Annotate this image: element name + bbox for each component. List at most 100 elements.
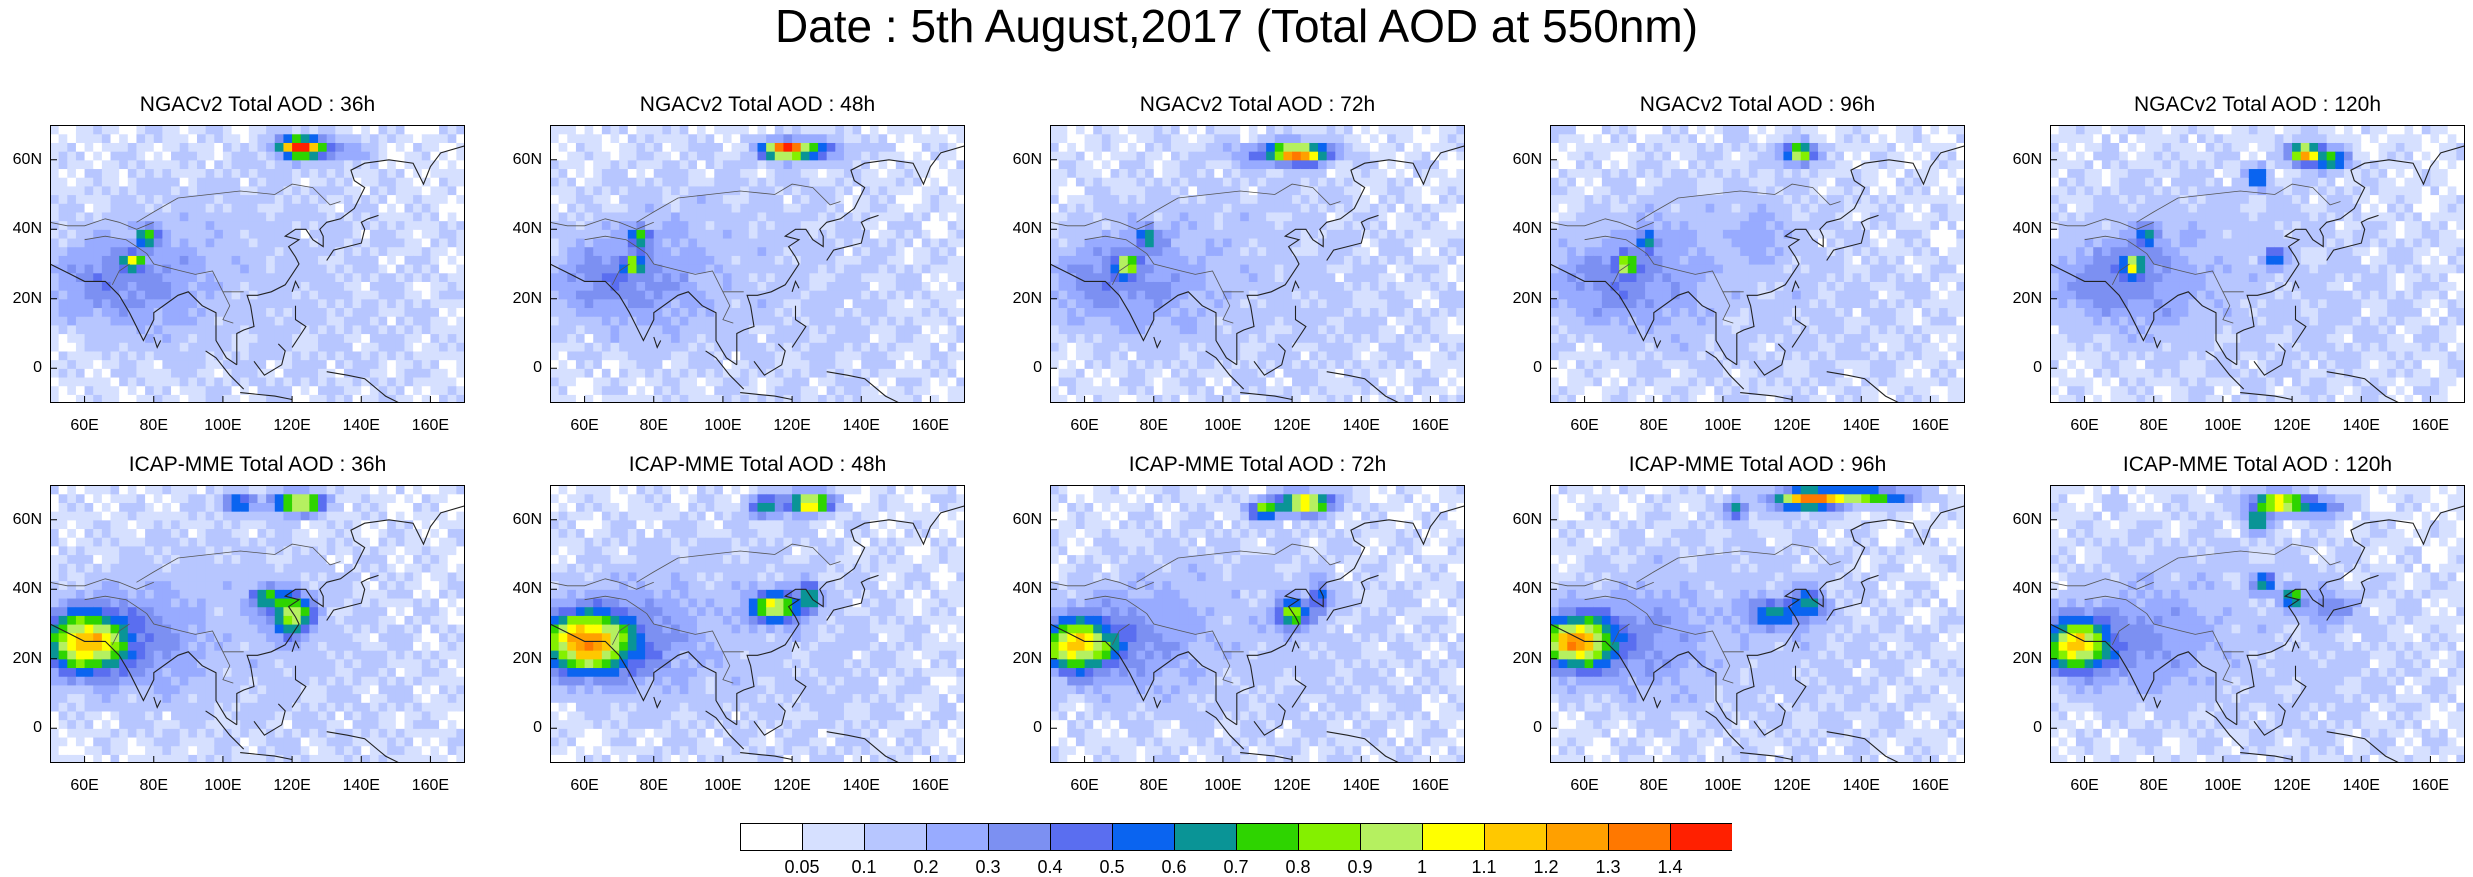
lat-tick-label: 20N <box>502 290 542 308</box>
lon-tick-label: 100E <box>1203 417 1243 435</box>
lat-tick-label: 0 <box>1002 359 1042 377</box>
aod-map <box>50 485 465 763</box>
lon-tick-label: 120E <box>772 417 812 435</box>
lon-tick-label: 60E <box>565 777 605 795</box>
colorbar-swatch <box>741 824 803 851</box>
aod-map <box>2050 125 2465 403</box>
lon-tick-label: 100E <box>203 777 243 795</box>
lat-tick-label: 40N <box>1502 220 1542 238</box>
colorbar-swatch <box>1299 824 1361 851</box>
lat-tick-label: 40N <box>1002 220 1042 238</box>
lat-tick-label: 60N <box>1502 151 1542 169</box>
lon-tick-label: 160E <box>1910 417 1950 435</box>
lat-tick-label: 20N <box>1502 650 1542 668</box>
lat-tick-label: 60N <box>2002 151 2042 169</box>
panel-title: NGACv2 Total AOD : 120h <box>2050 93 2465 117</box>
lon-tick-label: 120E <box>1272 777 1312 795</box>
lon-tick-label: 120E <box>1772 777 1812 795</box>
lon-tick-label: 160E <box>910 417 950 435</box>
lat-tick-label: 60N <box>1002 511 1042 529</box>
lon-tick-label: 120E <box>1772 417 1812 435</box>
colorbar-swatch <box>1237 824 1299 851</box>
lon-tick-label: 80E <box>634 777 674 795</box>
panel-title: ICAP-MME Total AOD : 96h <box>1550 453 1965 477</box>
panel-title: ICAP-MME Total AOD : 36h <box>50 453 465 477</box>
colorbar-swatch <box>927 824 989 851</box>
lon-tick-label: 160E <box>410 777 450 795</box>
colorbar-label: 0.5 <box>1082 857 1142 877</box>
lon-tick-label: 140E <box>2341 417 2381 435</box>
colorbar-label: 0.05 <box>772 857 832 877</box>
lat-tick-label: 20N <box>1502 290 1542 308</box>
lon-tick-label: 60E <box>65 417 105 435</box>
lon-tick-label: 60E <box>2065 777 2105 795</box>
lat-tick-label: 20N <box>2002 650 2042 668</box>
lat-tick-label: 0 <box>502 719 542 737</box>
lon-tick-label: 160E <box>2410 417 2450 435</box>
lon-tick-label: 80E <box>1134 417 1174 435</box>
lat-tick-label: 40N <box>2 580 42 598</box>
lon-tick-label: 60E <box>1065 777 1105 795</box>
lon-tick-label: 100E <box>1703 777 1743 795</box>
lat-tick-label: 60N <box>1502 511 1542 529</box>
lon-tick-label: 80E <box>1634 417 1674 435</box>
colorbar-label: 1.2 <box>1516 857 1576 877</box>
colorbar-label: 0.7 <box>1206 857 1266 877</box>
lat-tick-label: 0 <box>1502 359 1542 377</box>
aod-map <box>1050 485 1465 763</box>
lat-tick-label: 60N <box>2 511 42 529</box>
lon-tick-label: 140E <box>1841 417 1881 435</box>
colorbar-label: 1.3 <box>1578 857 1638 877</box>
lat-tick-label: 40N <box>2002 220 2042 238</box>
panel-title: ICAP-MME Total AOD : 48h <box>550 453 965 477</box>
lon-tick-label: 80E <box>2134 777 2174 795</box>
colorbar-label: 0.1 <box>834 857 894 877</box>
colorbar-label: 0.4 <box>1020 857 1080 877</box>
lon-tick-label: 140E <box>1341 417 1381 435</box>
panel-title: NGACv2 Total AOD : 36h <box>50 93 465 117</box>
panel-title: NGACv2 Total AOD : 72h <box>1050 93 1465 117</box>
aod-map <box>1550 125 1965 403</box>
lon-tick-label: 100E <box>2203 777 2243 795</box>
colorbar-swatch <box>1113 824 1175 851</box>
lat-tick-label: 40N <box>1502 580 1542 598</box>
aod-map <box>1550 485 1965 763</box>
panel-title: NGACv2 Total AOD : 48h <box>550 93 965 117</box>
colorbar-swatch <box>1423 824 1485 851</box>
lon-tick-label: 160E <box>1410 777 1450 795</box>
colorbar-swatch <box>1671 824 1733 851</box>
lat-tick-label: 40N <box>2 220 42 238</box>
colorbar-swatch <box>989 824 1051 851</box>
lon-tick-label: 100E <box>203 417 243 435</box>
lat-tick-label: 40N <box>2002 580 2042 598</box>
lon-tick-label: 80E <box>1134 777 1174 795</box>
colorbar-label: 0.9 <box>1330 857 1390 877</box>
lon-tick-label: 160E <box>1410 417 1450 435</box>
aod-map <box>1050 125 1465 403</box>
lat-tick-label: 20N <box>1002 290 1042 308</box>
lon-tick-label: 140E <box>841 417 881 435</box>
lat-tick-label: 0 <box>1502 719 1542 737</box>
lon-tick-label: 100E <box>1703 417 1743 435</box>
lon-tick-label: 120E <box>272 417 312 435</box>
lat-tick-label: 0 <box>502 359 542 377</box>
lon-tick-label: 160E <box>1910 777 1950 795</box>
lat-tick-label: 60N <box>2 151 42 169</box>
colorbar-swatch <box>1051 824 1113 851</box>
lon-tick-label: 140E <box>2341 777 2381 795</box>
lat-tick-label: 0 <box>2 359 42 377</box>
colorbar-label: 0.8 <box>1268 857 1328 877</box>
panel-title: NGACv2 Total AOD : 96h <box>1550 93 1965 117</box>
lon-tick-label: 80E <box>134 777 174 795</box>
lon-tick-label: 80E <box>2134 417 2174 435</box>
colorbar-label: 0.2 <box>896 857 956 877</box>
lat-tick-label: 0 <box>2002 359 2042 377</box>
colorbar-swatch <box>1547 824 1609 851</box>
lat-tick-label: 20N <box>502 650 542 668</box>
lon-tick-label: 60E <box>1565 417 1605 435</box>
figure-title: Date : 5th August,2017 (Total AOD at 550… <box>0 0 2473 52</box>
lon-tick-label: 100E <box>703 417 743 435</box>
lat-tick-label: 40N <box>502 580 542 598</box>
lon-tick-label: 140E <box>1341 777 1381 795</box>
lon-tick-label: 120E <box>2272 777 2312 795</box>
